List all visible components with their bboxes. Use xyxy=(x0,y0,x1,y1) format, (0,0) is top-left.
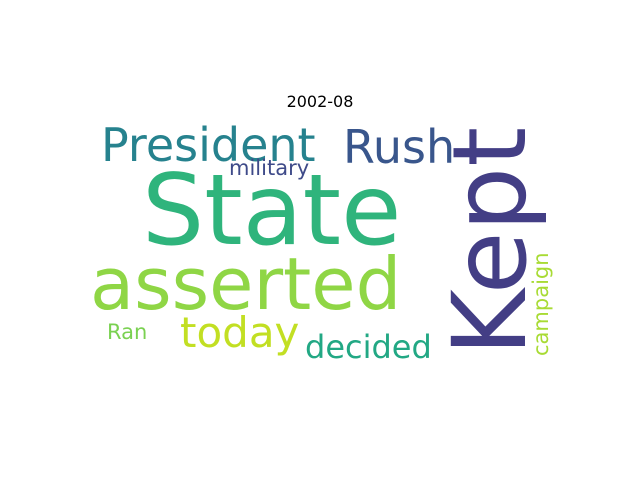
word-state: State xyxy=(142,154,402,268)
word-campaign: campaign xyxy=(529,252,553,356)
word-asserted: asserted xyxy=(90,242,402,326)
chart-title: 2002-08 xyxy=(286,92,354,111)
word-decided: decided xyxy=(305,328,432,366)
word-rush: Rush xyxy=(343,120,456,174)
word-president: President xyxy=(101,118,316,172)
word-military: military xyxy=(229,156,310,180)
word-ran: Ran xyxy=(107,320,148,344)
word-kept: Kept xyxy=(431,126,550,356)
word-today: today xyxy=(180,308,300,357)
